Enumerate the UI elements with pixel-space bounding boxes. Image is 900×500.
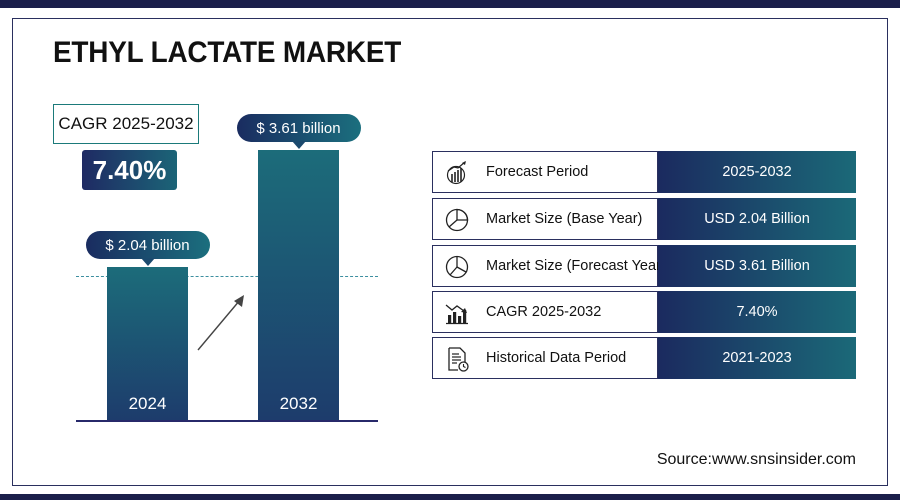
bar-chart-trend-icon [445, 304, 468, 325]
row-value: 2025-2032 [658, 151, 856, 193]
row-label-cell: Market Size (Forecast Year) [432, 245, 666, 287]
row-label: Historical Data Period [486, 350, 627, 366]
row-label: Forecast Period [486, 164, 589, 180]
document-clock-icon [448, 347, 469, 372]
bar-category-label: 2032 [279, 394, 318, 413]
bar-2032: 2032 [258, 150, 339, 420]
table-row: Historical Data Period 2021-2023 [432, 337, 856, 379]
bottom-band [0, 494, 900, 500]
row-value: USD 2.04 Billion [658, 198, 856, 240]
data-label-2032: $ 3.61 billion [236, 114, 361, 149]
pie-chart-icon [445, 208, 469, 232]
source-credit: Source:www.snsinsider.com [656, 451, 856, 468]
pie-chart-segments-icon [445, 255, 469, 279]
x-axis-line [76, 420, 378, 422]
table-row: Forecast Period 2025-2032 [432, 151, 856, 193]
page-title: ETHYL LACTATE MARKET [53, 36, 402, 69]
data-label-2024: $ 2.04 billion [85, 231, 210, 266]
top-band [0, 0, 900, 8]
row-label-cell: CAGR 2025-2032 [432, 291, 658, 333]
row-label-cell: Forecast Period [432, 151, 658, 193]
row-label: Market Size (Base Year) [486, 211, 643, 227]
row-label-cell: Market Size (Base Year) [432, 198, 658, 240]
growth-arrow-icon [197, 295, 244, 351]
table-row: CAGR 2025-2032 7.40% [432, 291, 856, 333]
bar-2024: 2024 [107, 267, 188, 420]
row-value: 7.40% [658, 291, 856, 333]
cagr-label-box: CAGR 2025-2032 [53, 104, 199, 144]
row-value: 2021-2023 [658, 337, 856, 379]
row-value: USD 3.61 Billion [658, 245, 856, 287]
growth-chart-icon [446, 161, 466, 185]
cagr-value-badge: 7.40% [82, 150, 177, 190]
table-row: Market Size (Base Year) USD 2.04 Billion [432, 198, 856, 240]
row-label-cell: Historical Data Period [432, 337, 658, 379]
reference-dashed-line [76, 276, 378, 277]
row-label: CAGR 2025-2032 [486, 304, 602, 320]
row-label: Market Size (Forecast Year) [486, 258, 666, 274]
table-row: Market Size (Forecast Year) USD 3.61 Bil… [432, 245, 856, 287]
bar-category-label: 2024 [128, 394, 167, 413]
